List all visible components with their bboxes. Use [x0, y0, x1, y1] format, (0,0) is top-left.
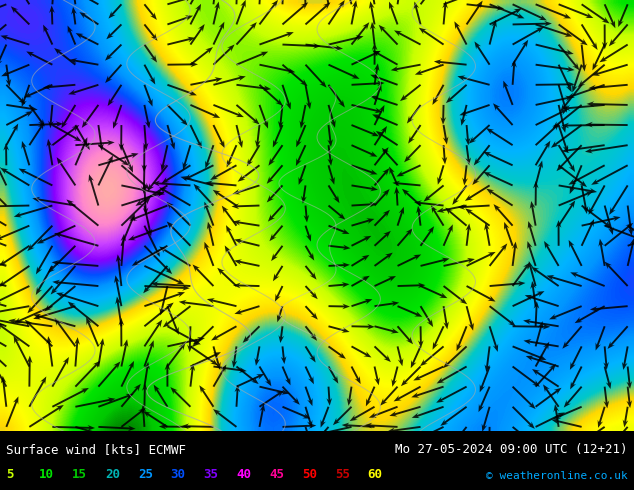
- Text: 60: 60: [368, 468, 383, 481]
- Text: Surface wind [kts] ECMWF: Surface wind [kts] ECMWF: [6, 443, 186, 456]
- Text: 25: 25: [138, 468, 153, 481]
- Text: 10: 10: [39, 468, 54, 481]
- Text: 15: 15: [72, 468, 87, 481]
- Text: 30: 30: [171, 468, 186, 481]
- Text: 20: 20: [105, 468, 120, 481]
- Text: © weatheronline.co.uk: © weatheronline.co.uk: [486, 471, 628, 481]
- Text: 5: 5: [6, 468, 14, 481]
- Text: 50: 50: [302, 468, 317, 481]
- Text: 55: 55: [335, 468, 350, 481]
- Text: Mo 27-05-2024 09:00 UTC (12+21): Mo 27-05-2024 09:00 UTC (12+21): [395, 443, 628, 456]
- Text: 40: 40: [236, 468, 251, 481]
- Text: 35: 35: [204, 468, 219, 481]
- Text: 45: 45: [269, 468, 284, 481]
